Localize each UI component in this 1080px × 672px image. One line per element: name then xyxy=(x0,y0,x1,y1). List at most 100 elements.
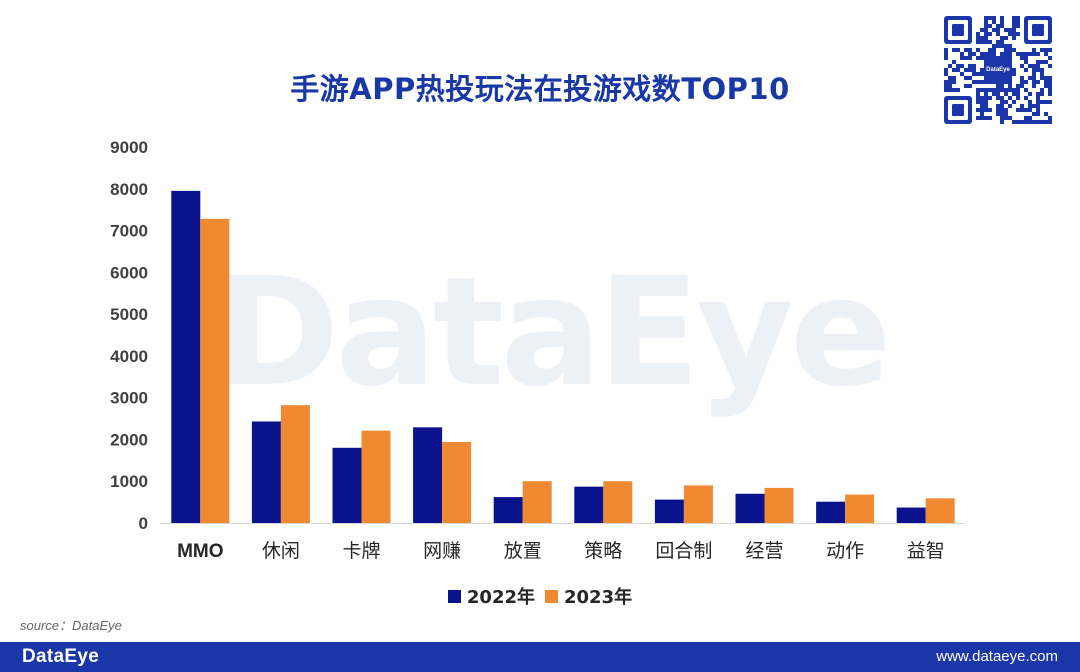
qr-module xyxy=(960,52,964,56)
qr-module xyxy=(980,56,984,60)
qr-module xyxy=(1032,48,1036,52)
qr-module xyxy=(964,76,968,80)
qr-module xyxy=(976,116,980,120)
qr-module xyxy=(964,68,968,72)
qr-module xyxy=(988,16,992,20)
qr-module xyxy=(1044,48,1048,52)
qr-module xyxy=(968,64,972,68)
qr-module xyxy=(1004,88,1008,92)
legend-swatch-2023 xyxy=(545,589,558,603)
qr-module xyxy=(1020,120,1024,124)
qr-code: DataEye xyxy=(944,16,1052,124)
qr-module xyxy=(996,92,1000,96)
qr-module xyxy=(1044,80,1048,84)
qr-module xyxy=(980,88,984,92)
qr-module xyxy=(1000,52,1004,56)
bar-2022-3 xyxy=(413,427,443,523)
qr-module xyxy=(1036,60,1040,64)
legend-swatch-2022 xyxy=(447,589,461,603)
qr-module xyxy=(948,84,952,88)
y-tick-label: 7000 xyxy=(110,222,148,241)
x-tick-label: MMO xyxy=(177,541,223,562)
qr-module xyxy=(1020,104,1024,108)
x-tick-label: 策略 xyxy=(584,540,622,562)
qr-module xyxy=(1004,52,1008,56)
qr-module xyxy=(992,88,996,92)
qr-module xyxy=(1024,120,1028,124)
qr-module xyxy=(1040,68,1044,72)
qr-module xyxy=(968,56,972,60)
qr-module xyxy=(968,84,972,88)
qr-module xyxy=(1048,120,1052,124)
qr-module xyxy=(980,72,984,76)
y-tick-label: 0 xyxy=(139,514,148,533)
qr-module xyxy=(1008,32,1012,36)
qr-module xyxy=(1004,100,1008,104)
legend: 2022年 2023年 xyxy=(0,583,1080,609)
qr-module xyxy=(1000,104,1004,108)
qr-module xyxy=(1000,108,1004,112)
qr-module xyxy=(1004,108,1008,112)
qr-module xyxy=(980,96,984,100)
qr-module xyxy=(988,88,992,92)
qr-module xyxy=(956,68,960,72)
qr-module xyxy=(1036,92,1040,96)
y-axis: 0 1000 2000 3000 4000 5000 6000 7000 8000 9000 xyxy=(110,138,148,533)
qr-module xyxy=(1036,104,1040,108)
legend-label-2023: 2023年 xyxy=(564,587,633,608)
bar-2022-8 xyxy=(816,501,846,523)
y-tick-label: 3000 xyxy=(110,389,148,408)
qr-module xyxy=(1036,96,1040,100)
qr-module xyxy=(1000,20,1004,24)
qr-module xyxy=(952,80,956,84)
qr-module xyxy=(1044,112,1048,116)
bar-2023-2 xyxy=(361,430,391,523)
qr-module xyxy=(1020,64,1024,68)
qr-module xyxy=(1024,108,1028,112)
chart-title: 手游APP热投玩法在投游戏数TOP10 xyxy=(290,72,790,106)
qr-module xyxy=(964,56,968,60)
qr-module xyxy=(988,116,992,120)
qr-module xyxy=(1048,80,1052,84)
qr-module xyxy=(1048,116,1052,120)
qr-module xyxy=(1000,44,1004,48)
qr-module xyxy=(1004,44,1008,48)
qr-module xyxy=(1016,20,1020,24)
qr-module xyxy=(1024,96,1028,100)
qr-module xyxy=(1048,48,1052,52)
bar-2023-5 xyxy=(603,481,633,523)
qr-module xyxy=(996,84,1000,88)
qr-module xyxy=(1036,120,1040,124)
bar-2023-1 xyxy=(280,405,310,523)
qr-module xyxy=(1040,92,1044,96)
qr-module xyxy=(1028,108,1032,112)
qr-module xyxy=(996,104,1000,108)
x-tick-label: 益智 xyxy=(907,540,945,562)
qr-module xyxy=(984,24,988,28)
qr-module xyxy=(1040,60,1044,64)
x-tick-label: 经营 xyxy=(745,540,783,562)
qr-module xyxy=(1000,40,1004,44)
qr-module xyxy=(996,40,1000,44)
qr-module xyxy=(1016,16,1020,20)
bar-2022-1 xyxy=(251,421,281,523)
qr-module xyxy=(1012,92,1016,96)
qr-logo: DataEye xyxy=(984,56,1012,84)
qr-module xyxy=(976,92,980,96)
qr-module xyxy=(1008,28,1012,32)
qr-module xyxy=(992,28,996,32)
qr-module xyxy=(1016,84,1020,88)
qr-module xyxy=(1012,72,1016,76)
bar-2022-2 xyxy=(332,447,362,523)
qr-module xyxy=(1032,68,1036,72)
qr-module xyxy=(1016,108,1020,112)
qr-module xyxy=(968,52,972,56)
qr-module xyxy=(1032,80,1036,84)
qr-module xyxy=(988,32,992,36)
qr-module xyxy=(1024,68,1028,72)
x-tick-label: 回合制 xyxy=(655,540,712,562)
qr-module xyxy=(1020,84,1024,88)
qr-module xyxy=(976,56,980,60)
qr-module xyxy=(976,36,980,40)
footer-url[interactable]: www.dataeye.com xyxy=(936,648,1058,665)
